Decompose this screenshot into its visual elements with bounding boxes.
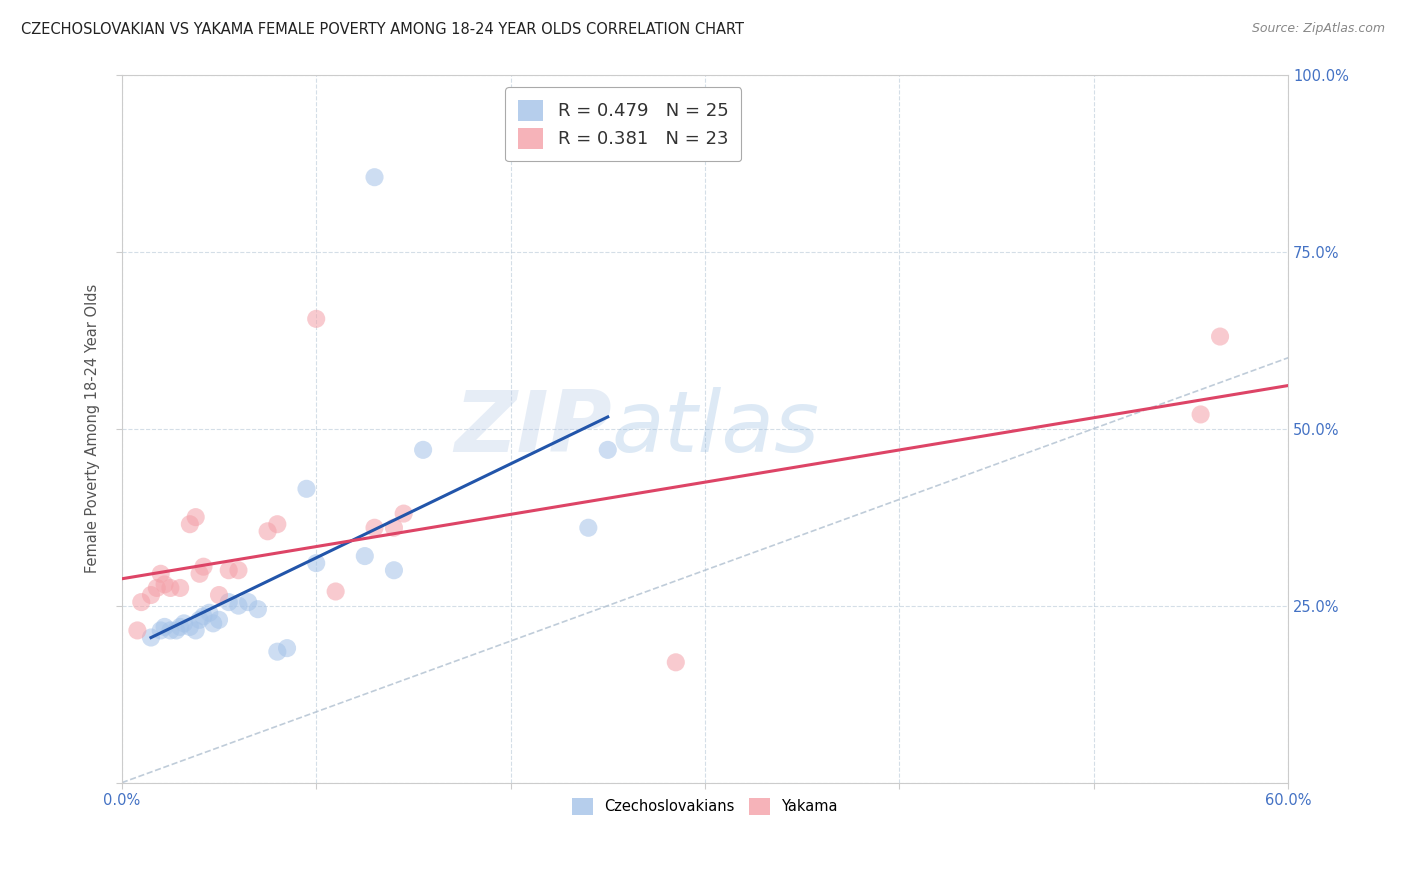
Point [305, 556, 328, 570]
Point [576, 521, 599, 535]
Point [218, 563, 240, 577]
Point [382, 563, 405, 577]
Point [146, 581, 169, 595]
Point [153, 577, 176, 591]
Point [139, 588, 162, 602]
Legend: Czechoslovakians, Yakama: Czechoslovakians, Yakama [562, 788, 848, 825]
Text: ZIP: ZIP [454, 387, 612, 470]
Point [1189, 408, 1212, 422]
Point [198, 606, 221, 620]
Point [169, 581, 191, 595]
Point [256, 524, 278, 539]
Point [208, 613, 231, 627]
Point [193, 559, 215, 574]
Point [392, 507, 415, 521]
Text: atlas: atlas [612, 387, 820, 470]
Text: CZECHOSLOVAKIAN VS YAKAMA FEMALE POVERTY AMONG 18-24 YEAR OLDS CORRELATION CHART: CZECHOSLOVAKIAN VS YAKAMA FEMALE POVERTY… [21, 22, 744, 37]
Point [228, 599, 250, 613]
Point [363, 170, 385, 185]
Point [353, 549, 375, 563]
Point [153, 620, 176, 634]
Text: Source: ZipAtlas.com: Source: ZipAtlas.com [1251, 22, 1385, 36]
Point [165, 624, 187, 638]
Y-axis label: Female Poverty Among 18-24 Year Olds: Female Poverty Among 18-24 Year Olds [86, 284, 100, 574]
Point [149, 566, 172, 581]
Point [228, 563, 250, 577]
Point [184, 624, 207, 638]
Point [208, 588, 231, 602]
Point [129, 595, 152, 609]
Point [193, 609, 215, 624]
Point [276, 641, 298, 656]
Point [218, 595, 240, 609]
Point [179, 620, 201, 634]
Point [184, 510, 207, 524]
Point [295, 482, 318, 496]
Point [159, 624, 181, 638]
Point [382, 521, 405, 535]
Point [238, 595, 260, 609]
Point [173, 616, 195, 631]
Point [305, 311, 328, 326]
Point [363, 521, 385, 535]
Point [188, 566, 211, 581]
Point [159, 581, 181, 595]
Point [139, 631, 162, 645]
Point [596, 442, 619, 457]
Point [325, 584, 347, 599]
Point [665, 655, 688, 669]
Point [246, 602, 269, 616]
Point [266, 645, 288, 659]
Point [202, 616, 225, 631]
Point [188, 613, 211, 627]
Point [1209, 329, 1232, 343]
Point [179, 517, 201, 532]
Point [127, 624, 149, 638]
Point [266, 517, 288, 532]
Point [169, 620, 191, 634]
Point [149, 624, 172, 638]
Point [412, 442, 434, 457]
